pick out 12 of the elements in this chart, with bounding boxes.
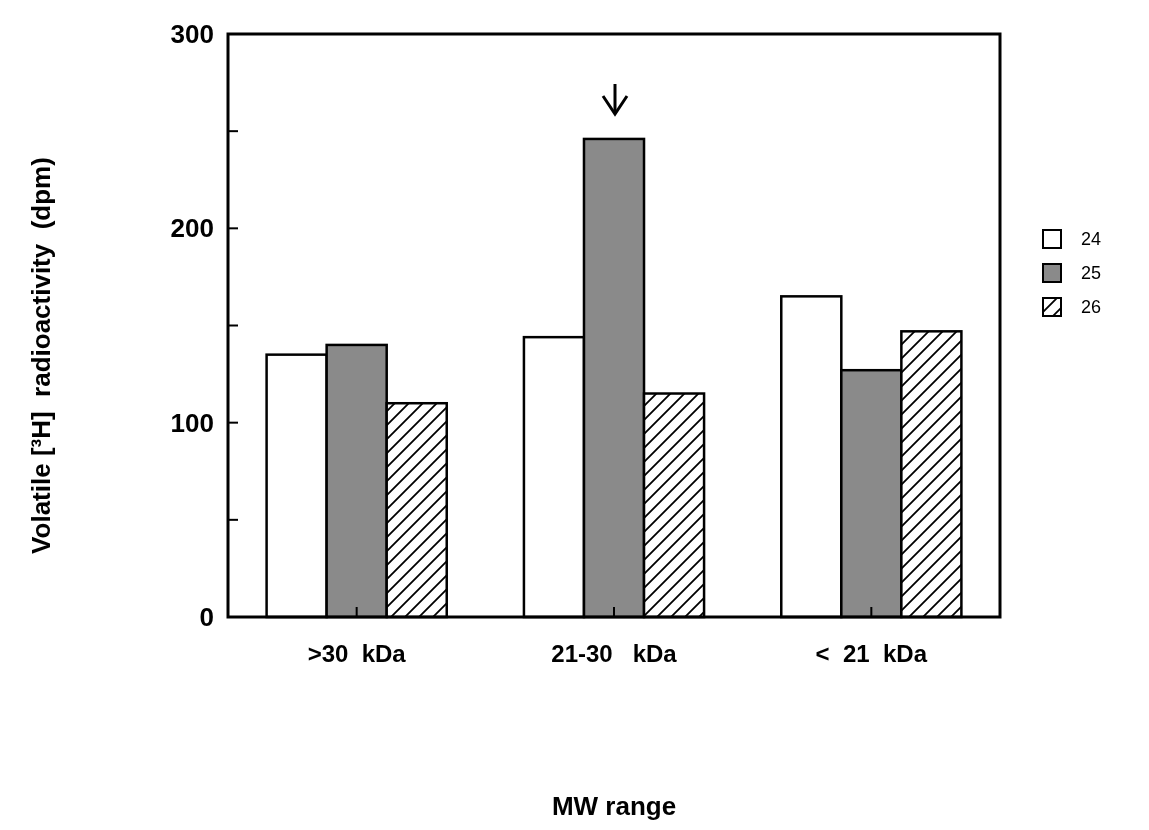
x-tick-label: >30 kDa — [307, 640, 407, 667]
legend-label: 26 — [1081, 297, 1102, 318]
x-axis-title: MW range — [551, 791, 677, 821]
legend-label: 25 — [1081, 263, 1102, 284]
x-tick-label: < 21 kDa — [815, 640, 928, 667]
y-axis-title: Volatile [³H] radioactivity (dpm) — [26, 157, 56, 554]
y-tick-label: 200 — [170, 213, 214, 244]
x-tick-label: 21-30 kDa — [551, 640, 678, 667]
y-tick-label: 100 — [170, 407, 214, 438]
y-tick-label: 0 — [199, 602, 214, 633]
y-tick-label: 300 — [170, 19, 214, 50]
legend-label: 24 — [1081, 229, 1102, 250]
